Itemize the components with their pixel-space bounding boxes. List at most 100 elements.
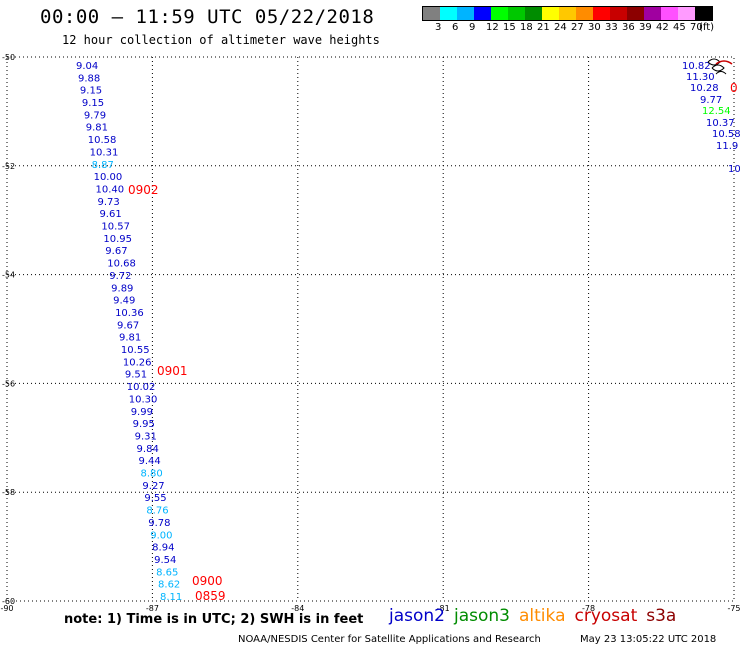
time-label: 0859 <box>195 589 226 603</box>
time-label: 0902 <box>128 183 159 197</box>
wave-height-label: 9.67 <box>105 246 127 257</box>
wave-height-label: 10.95 <box>103 234 132 245</box>
wave-height-label: 9.89 <box>111 283 133 294</box>
satellite-jason3: jason3 <box>454 606 510 626</box>
wave-height-label: 9.73 <box>97 197 119 208</box>
wave-height-label: 10.82 <box>682 61 711 72</box>
legend-swatch <box>457 7 474 20</box>
wave-height-label: 9.27 <box>142 481 164 492</box>
legend-label: 18 <box>520 22 533 33</box>
legend-swatch <box>423 7 440 20</box>
wave-height-label: 10.30 <box>129 394 158 405</box>
legend-swatch <box>508 7 525 20</box>
credit-text: NOAA/NESDIS Center for Satellite Applica… <box>238 634 541 645</box>
wave-height-label: 10.26 <box>123 357 152 368</box>
latitude-tick-label: -58 <box>2 488 15 497</box>
legend-label: 39 <box>639 22 652 33</box>
legend-label: 21 <box>537 22 550 33</box>
wave-height-label: 10.58 <box>712 129 740 140</box>
wave-height-label: 10.00 <box>94 172 123 183</box>
wave-height-label: 12.54 <box>702 106 731 117</box>
color-legend: 3 6 9 12 15 18 21 24 27 30 33 36 39 42 45 70 (ft) <box>422 6 728 40</box>
legend-label: 12 <box>486 22 499 33</box>
wave-height-label: 10.37 <box>706 118 735 129</box>
generated-timestamp: May 23 13:05:22 UTC 2018 <box>580 634 717 645</box>
legend-label: 45 <box>673 22 686 33</box>
wave-height-label: 8.94 <box>152 543 174 554</box>
legend-label: 6 <box>452 22 459 33</box>
longitude-tick-label: -87 <box>146 604 159 613</box>
wave-height-label: 9.95 <box>133 419 155 430</box>
wave-height-label: 8.62 <box>158 580 180 591</box>
wave-height-label: 9.77 <box>700 95 722 106</box>
wave-height-label: 10.57 <box>101 222 130 233</box>
legend-label: 3 <box>435 22 442 33</box>
legend-swatch <box>610 7 627 20</box>
wave-height-label: 8.65 <box>156 567 178 578</box>
legend-swatch <box>661 7 678 20</box>
wave-height-label: 11.9 <box>716 141 738 152</box>
longitude-tick-label: -84 <box>291 604 304 613</box>
wave-height-label: 9.15 <box>80 86 102 97</box>
overlap-clutter <box>715 60 733 65</box>
wave-height-label: 9.31 <box>135 431 157 442</box>
legend-swatch <box>644 7 661 20</box>
wave-height-label: 10.58 <box>88 135 117 146</box>
wave-height-label: 9.79 <box>84 110 106 121</box>
legend-color-bar <box>422 6 713 21</box>
legend-label: 36 <box>622 22 635 33</box>
wave-height-label: 11.30 <box>686 72 715 83</box>
legend-label: 70 <box>690 22 703 33</box>
wave-height-label: 9.49 <box>113 296 135 307</box>
legend-label: 9 <box>469 22 476 33</box>
wave-height-label: 8.76 <box>146 506 168 517</box>
legend-label: 30 <box>588 22 601 33</box>
wave-height-label: 10 <box>728 164 740 175</box>
wave-height-label: 9.72 <box>109 271 131 282</box>
time-label: 0 <box>730 81 738 95</box>
time-label: 0900 <box>192 574 223 588</box>
wave-height-label: 9.04 <box>76 61 98 72</box>
wave-height-label: 9.61 <box>99 209 121 220</box>
latitude-tick-label: -60 <box>2 597 15 606</box>
wave-height-label: 9.78 <box>148 518 170 529</box>
latitude-tick-label: -52 <box>2 162 15 171</box>
latitude-tick-label: -56 <box>2 379 15 388</box>
wave-height-label: 9.67 <box>117 320 139 331</box>
longitude-tick-label: -75 <box>727 604 740 613</box>
satellite-s3a: s3a <box>646 606 677 626</box>
wave-height-label: 10.68 <box>107 259 136 270</box>
legend-swatch <box>542 7 559 20</box>
wave-height-label: 8.87 <box>92 160 114 171</box>
satellite-jason2: jason2 <box>389 606 445 626</box>
wave-height-label: 9.81 <box>86 123 108 134</box>
wave-height-label: 10.55 <box>121 345 150 356</box>
legend-swatch <box>559 7 576 20</box>
legend-swatch <box>440 7 457 20</box>
wave-height-label: 9.84 <box>137 444 159 455</box>
legend-swatch <box>593 7 610 20</box>
satellite-key: jason2 jason3 altika cryosat s3a <box>389 606 685 626</box>
longitude-tick-label: -78 <box>582 604 595 613</box>
wave-height-label: 9.55 <box>144 493 166 504</box>
wave-height-label: 10.02 <box>127 382 156 393</box>
wave-height-label: 10.40 <box>96 184 125 195</box>
legend-label: 27 <box>571 22 584 33</box>
legend-swatch <box>491 7 508 20</box>
legend-swatch <box>576 7 593 20</box>
wave-height-label: 9.81 <box>119 333 141 344</box>
satellite-cryosat: cryosat <box>574 606 638 626</box>
legend-label: 33 <box>605 22 618 33</box>
latitude-tick-label: -54 <box>2 271 15 280</box>
wave-height-label: 9.88 <box>78 73 100 84</box>
wave-height-label: 9.54 <box>154 555 176 566</box>
wave-height-label: 9.15 <box>82 98 104 109</box>
chart-title: 00:00 – 11:59 UTC 05/22/2018 <box>40 6 375 28</box>
legend-label: 42 <box>656 22 669 33</box>
wave-height-label: 9.44 <box>139 456 161 467</box>
latitude-tick-label: -50 <box>2 53 15 62</box>
satellite-altika: altika <box>519 606 566 626</box>
legend-label: (ft) <box>699 22 715 33</box>
legend-label: 15 <box>503 22 516 33</box>
